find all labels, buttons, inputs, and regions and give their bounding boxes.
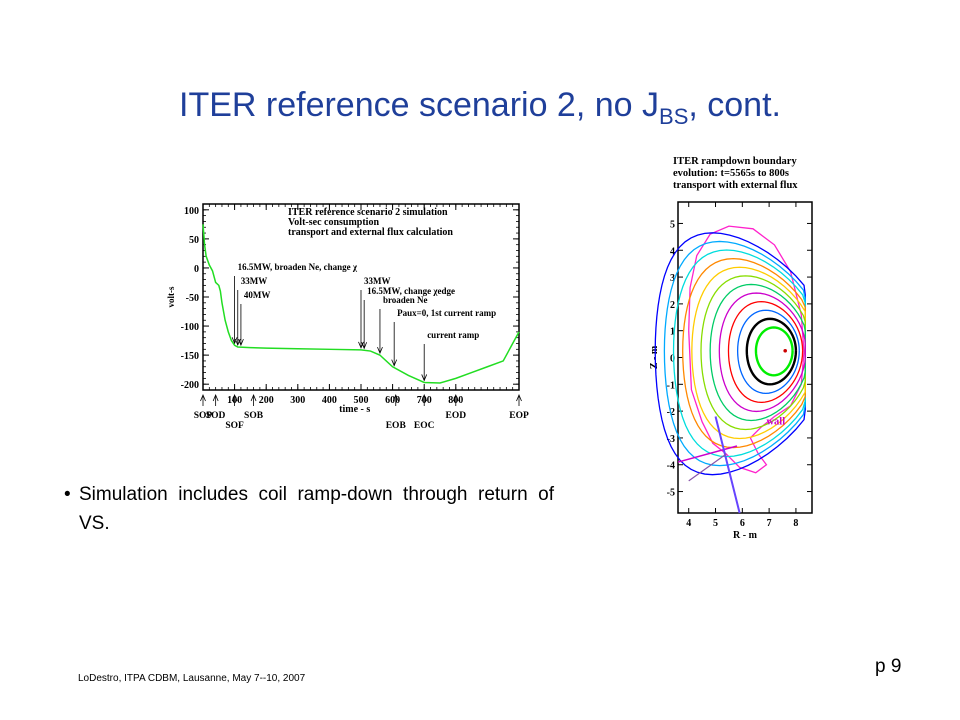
x-tick-label: 400: [322, 395, 337, 406]
event-label: SOF: [225, 421, 244, 431]
y-tick-label: -50: [186, 293, 199, 304]
bullet-item: • Simulation includes coil ramp-down thr…: [64, 480, 554, 538]
footer-text: LoDestro, ITPA CDBM, Lausanne, May 7--10…: [78, 673, 306, 684]
annotation-label: 16.5MW, broaden Ne, change χ: [238, 262, 358, 272]
y-tick-label: -200: [181, 380, 199, 391]
divertor-leg: [688, 453, 727, 482]
x-tick-label: 200: [259, 395, 274, 406]
boundary-contour: [700, 275, 806, 431]
title-tail: , cont.: [688, 86, 781, 124]
event-label: EOD: [446, 411, 467, 421]
event-label: SOB: [244, 411, 264, 421]
boundary-contour: [654, 232, 806, 476]
z-tick-label: -1: [667, 380, 675, 391]
annotation-arrowhead: [421, 374, 428, 382]
boundary-contour: [682, 257, 806, 449]
boundary-contour: [736, 309, 800, 395]
z-tick-label: -5: [667, 488, 675, 499]
boundary-title-line: ITER rampdown boundary: [673, 156, 797, 167]
y-axis-label: volt-s: [166, 286, 176, 307]
event-label: SOP: [194, 411, 213, 421]
boundary-contour: [663, 240, 806, 467]
annotation-arrowhead: [377, 346, 383, 355]
r-tick-label: 4: [686, 518, 691, 529]
chart-title-line: transport and external flux calculation: [288, 227, 453, 238]
chart-title-line: Volt-sec consumption: [288, 217, 379, 228]
annotation-label: current ramp: [427, 330, 479, 340]
z-tick-label: -4: [667, 461, 675, 472]
event-label: EOC: [414, 421, 435, 431]
boundary-contour: [727, 300, 804, 404]
x-axis-label: time - s: [339, 404, 370, 415]
boundary-contour: [672, 249, 806, 458]
z-tick-label: -3: [667, 434, 675, 445]
event-arrowhead: [212, 393, 219, 402]
y-tick-label: 50: [189, 235, 199, 246]
z-tick-label: 1: [670, 327, 675, 338]
annotation-label: 33MW: [241, 276, 268, 286]
z-tick-label: 0: [670, 354, 675, 365]
annotation-arrowhead: [391, 359, 398, 367]
y-tick-label: -100: [181, 322, 199, 333]
event-arrowhead: [421, 393, 428, 402]
event-arrowhead: [392, 393, 399, 402]
magnetic-axis-dot: [783, 348, 787, 353]
x-tick-label: 300: [290, 395, 305, 406]
boundary-contour: [754, 326, 794, 377]
event-label: EOP: [509, 411, 529, 421]
annotation-label: 40MW: [244, 290, 270, 300]
event-arrowhead: [231, 393, 238, 402]
divertor-leg: [714, 416, 741, 514]
y-tick-label: 100: [184, 206, 199, 217]
boundary-contour: [691, 266, 806, 440]
boundary-title-line: evolution: t=5565s to 800s: [673, 168, 789, 179]
page-title: ITER reference scenario 2, no JBS, cont.: [0, 86, 960, 130]
event-arrowhead: [452, 393, 459, 402]
annotation-arrowhead: [231, 337, 238, 345]
wall-label: wall: [766, 417, 785, 428]
title-main: ITER reference scenario 2, no J: [179, 86, 660, 124]
annotation-label: 33MW: [364, 276, 391, 286]
annotation-label: Paux=0, 1st current ramp: [397, 308, 496, 318]
z-tick-label: 3: [670, 273, 675, 284]
boundary-contour: [709, 283, 806, 422]
boundary-contour: [718, 292, 806, 413]
page-number: p 9: [875, 656, 902, 677]
chart-title-line: ITER reference scenario 2 simulation: [288, 207, 448, 218]
annotation-label: broaden Ne: [383, 295, 428, 305]
title-subscript: BS: [659, 103, 689, 129]
annotation-label: 16.5MW, change χedge: [367, 286, 455, 296]
r-axis-label: R - m: [733, 530, 758, 541]
annotation-arrowhead: [361, 342, 368, 350]
r-tick-label: 6: [740, 518, 745, 529]
z-tick-label: 4: [670, 246, 675, 257]
boundary-title-line: transport with external flux: [673, 180, 798, 191]
r-tick-label: 7: [767, 518, 772, 529]
event-label: SOD: [206, 411, 226, 421]
x-tick-label: 600: [385, 395, 400, 406]
r-tick-label: 8: [793, 518, 798, 529]
z-tick-label: 2: [670, 300, 675, 311]
event-arrowhead: [250, 393, 257, 402]
z-axis-label: Z - m: [649, 345, 660, 369]
y-tick-label: 0: [194, 264, 199, 275]
z-tick-label: 5: [670, 219, 675, 230]
divertor-leg: [677, 445, 738, 463]
y-tick-label: -150: [181, 351, 199, 362]
annotation-arrowhead: [238, 338, 244, 347]
boundary-contour: [745, 317, 798, 386]
event-arrowhead: [516, 393, 522, 402]
bullet-text: Simulation includes coil ramp-down throu…: [79, 484, 554, 534]
event-label: EOB: [386, 421, 407, 431]
r-tick-label: 5: [713, 518, 718, 529]
event-arrowhead: [200, 393, 206, 402]
voltsec-series-line: [202, 224, 520, 384]
x-tick-label: 500: [354, 395, 369, 406]
bullet-dot: •: [64, 484, 71, 505]
